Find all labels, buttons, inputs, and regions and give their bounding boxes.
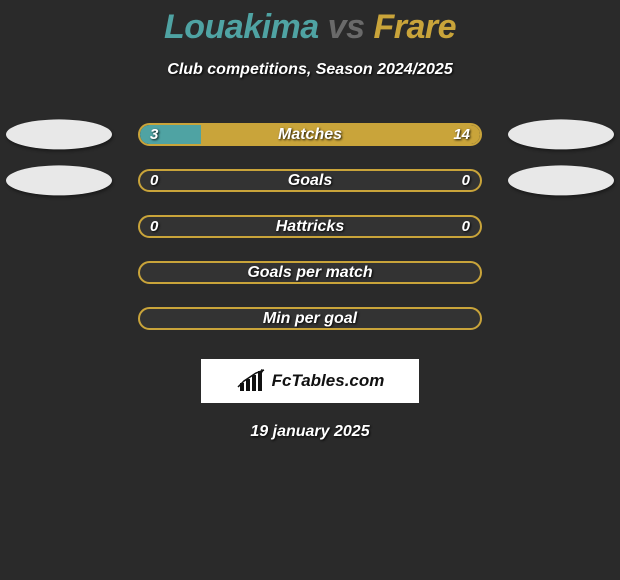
vs-text: vs [328, 8, 365, 46]
logo-text: FcTables.com [272, 371, 385, 391]
chart-icon [236, 369, 268, 393]
stat-label: Matches [140, 125, 480, 144]
player2-name: Frare [373, 8, 456, 46]
stat-row: Min per goal [0, 299, 620, 345]
stat-label: Goals per match [140, 263, 480, 282]
stat-bar: 00Goals [138, 169, 482, 192]
stat-bar: Goals per match [138, 261, 482, 284]
player1-badge [6, 165, 112, 195]
stat-label: Min per goal [140, 309, 480, 328]
stat-row: 314Matches [0, 115, 620, 161]
stats-rows: 314Matches 00Goals 00Hattricks Goals per ma… [0, 115, 620, 345]
stat-row: Goals per match [0, 253, 620, 299]
stat-bar: 00Hattricks [138, 215, 482, 238]
stat-label: Hattricks [140, 217, 480, 236]
logo-box: FcTables.com [201, 359, 419, 403]
comparison-title: Louakima vs Frare [0, 0, 620, 47]
player2-badge [508, 119, 614, 149]
stat-label: Goals [140, 171, 480, 190]
subtitle: Club competitions, Season 2024/2025 [0, 61, 620, 79]
player1-name: Louakima [164, 8, 319, 46]
stat-bar: 314Matches [138, 123, 482, 146]
stat-row: 00Hattricks [0, 207, 620, 253]
stat-row: 00Goals [0, 161, 620, 207]
date-label: 19 january 2025 [0, 423, 620, 441]
player2-badge [508, 165, 614, 195]
stat-bar: Min per goal [138, 307, 482, 330]
player1-badge [6, 119, 112, 149]
